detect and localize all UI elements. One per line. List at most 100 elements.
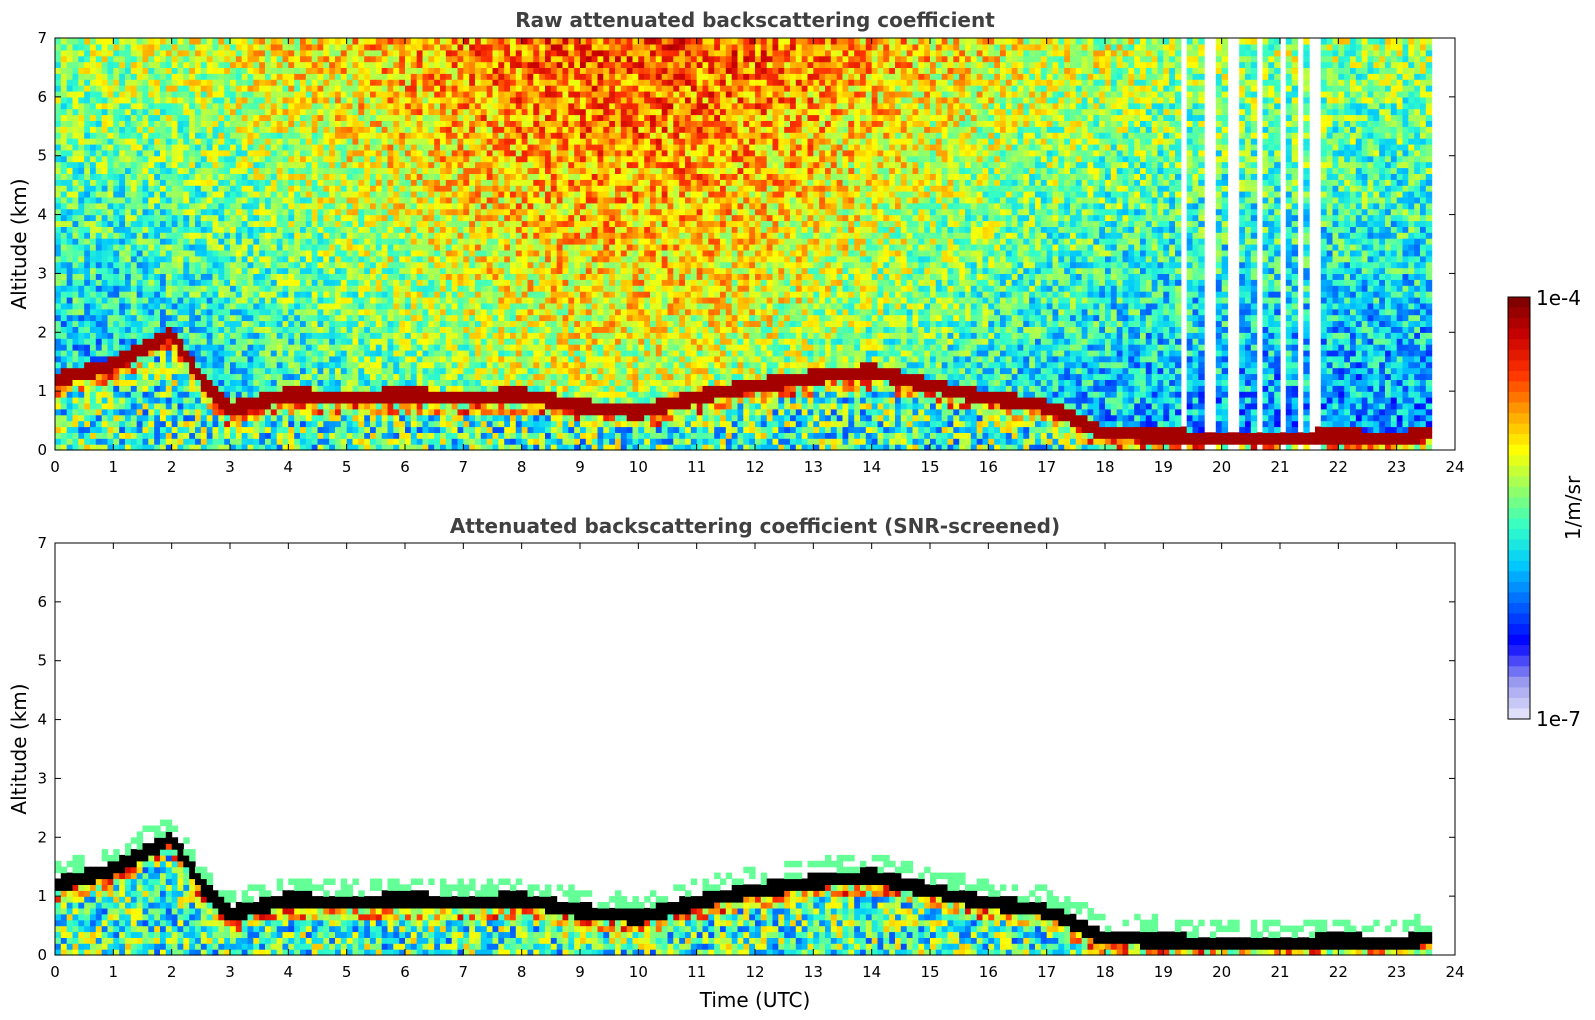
heatmap-cell — [107, 438, 114, 445]
heatmap-cell — [311, 143, 319, 151]
heatmap-cell — [416, 426, 424, 433]
heatmap-cell — [142, 338, 149, 345]
heatmap-cell — [241, 196, 249, 204]
heatmap-cell — [457, 361, 464, 369]
heatmap-cell — [165, 61, 173, 68]
heatmap-cell — [60, 402, 68, 410]
heatmap-cell — [136, 249, 144, 257]
heatmap-cell — [387, 91, 394, 98]
heatmap-cell — [346, 67, 354, 74]
heatmap-cell — [445, 432, 453, 439]
heatmap-cell — [253, 161, 260, 169]
heatmap-cell — [323, 326, 330, 333]
heatmap-cell — [136, 438, 144, 445]
heatmap-cell — [200, 267, 208, 274]
heatmap-cell — [352, 120, 359, 127]
heatmap-cell — [66, 273, 74, 280]
heatmap-cell — [346, 91, 354, 98]
heatmap-cell — [265, 391, 272, 398]
heatmap-cell — [72, 249, 79, 257]
heatmap-cell — [60, 79, 68, 86]
heatmap-cell — [370, 43, 377, 51]
heatmap-cell — [200, 302, 208, 310]
heatmap-cell — [288, 285, 295, 292]
heatmap-cell — [206, 432, 214, 439]
heatmap-cell — [212, 361, 219, 369]
heatmap-cell — [66, 373, 74, 380]
heatmap-cell — [171, 273, 179, 280]
heatmap-cell — [136, 67, 144, 74]
heatmap-cell — [183, 385, 190, 392]
heatmap-cell — [323, 179, 330, 186]
heatmap-cell — [282, 61, 289, 68]
heatmap-cell — [428, 285, 435, 292]
heatmap-cell — [463, 96, 470, 104]
heatmap-cell — [340, 297, 348, 304]
heatmap-cell — [463, 114, 470, 121]
heatmap-cell — [78, 208, 85, 216]
heatmap-cell — [305, 126, 313, 133]
heatmap-cell — [346, 279, 354, 286]
heatmap-cell — [416, 379, 424, 386]
heatmap-cell — [113, 226, 120, 233]
heatmap-cell — [60, 108, 68, 116]
heatmap-cell — [265, 138, 272, 145]
heatmap-cell — [358, 132, 365, 139]
heatmap-cell — [259, 179, 266, 186]
heatmap-cell — [311, 432, 319, 439]
heatmap-cell — [195, 355, 202, 363]
heatmap-cell — [107, 432, 114, 439]
heatmap-cell — [451, 291, 459, 298]
heatmap-cell — [95, 355, 103, 363]
heatmap-cell — [253, 196, 260, 204]
heatmap-cell — [358, 55, 365, 63]
heatmap-cell — [55, 161, 62, 169]
heatmap-cell — [107, 55, 114, 63]
heatmap-cell — [224, 108, 231, 116]
heatmap-cell — [311, 38, 319, 45]
heatmap-cell — [107, 326, 114, 333]
heatmap-cell — [451, 185, 459, 192]
heatmap-cell — [95, 138, 103, 145]
heatmap-cell — [125, 302, 132, 310]
heatmap-cell — [340, 43, 348, 51]
heatmap-cell — [352, 414, 359, 422]
heatmap-cell — [206, 38, 214, 45]
heatmap-cell — [329, 397, 336, 404]
heatmap-cell — [218, 297, 225, 304]
heatmap-cell — [78, 120, 85, 127]
heatmap-cell — [125, 126, 132, 133]
heatmap-cell — [148, 391, 155, 398]
heatmap-cell — [288, 185, 295, 192]
heatmap-cell — [253, 273, 260, 280]
heatmap-cell — [72, 379, 79, 386]
heatmap-cell — [294, 255, 301, 263]
heatmap-cell — [230, 143, 237, 151]
heatmap-cell — [370, 414, 377, 422]
heatmap-cell — [416, 191, 424, 198]
heatmap-cell — [276, 344, 284, 351]
heatmap-cell — [230, 96, 237, 104]
heatmap-cell — [206, 355, 214, 363]
heatmap-cell — [241, 49, 249, 57]
heatmap-cell — [323, 332, 330, 339]
heatmap-cell — [224, 332, 231, 339]
heatmap-cell — [399, 220, 406, 227]
heatmap-cell — [440, 173, 447, 180]
heatmap-cell — [364, 214, 371, 222]
heatmap-cell — [375, 102, 383, 110]
heatmap-cell — [206, 414, 214, 422]
heatmap-cell — [346, 120, 354, 127]
heatmap-cell — [457, 132, 464, 139]
heatmap-cell — [329, 279, 336, 286]
heatmap-cell — [358, 367, 365, 375]
heatmap-cell — [340, 273, 348, 280]
heatmap-cell — [84, 238, 91, 245]
panel-raw: Raw attenuated backscattering coefficien… — [7, 8, 1465, 476]
heatmap-cell — [142, 43, 149, 51]
heatmap-cell — [107, 255, 114, 263]
heatmap-cell — [165, 273, 173, 280]
heatmap-cell — [270, 191, 278, 198]
heatmap-cell — [352, 438, 359, 445]
heatmap-cell — [340, 249, 348, 257]
